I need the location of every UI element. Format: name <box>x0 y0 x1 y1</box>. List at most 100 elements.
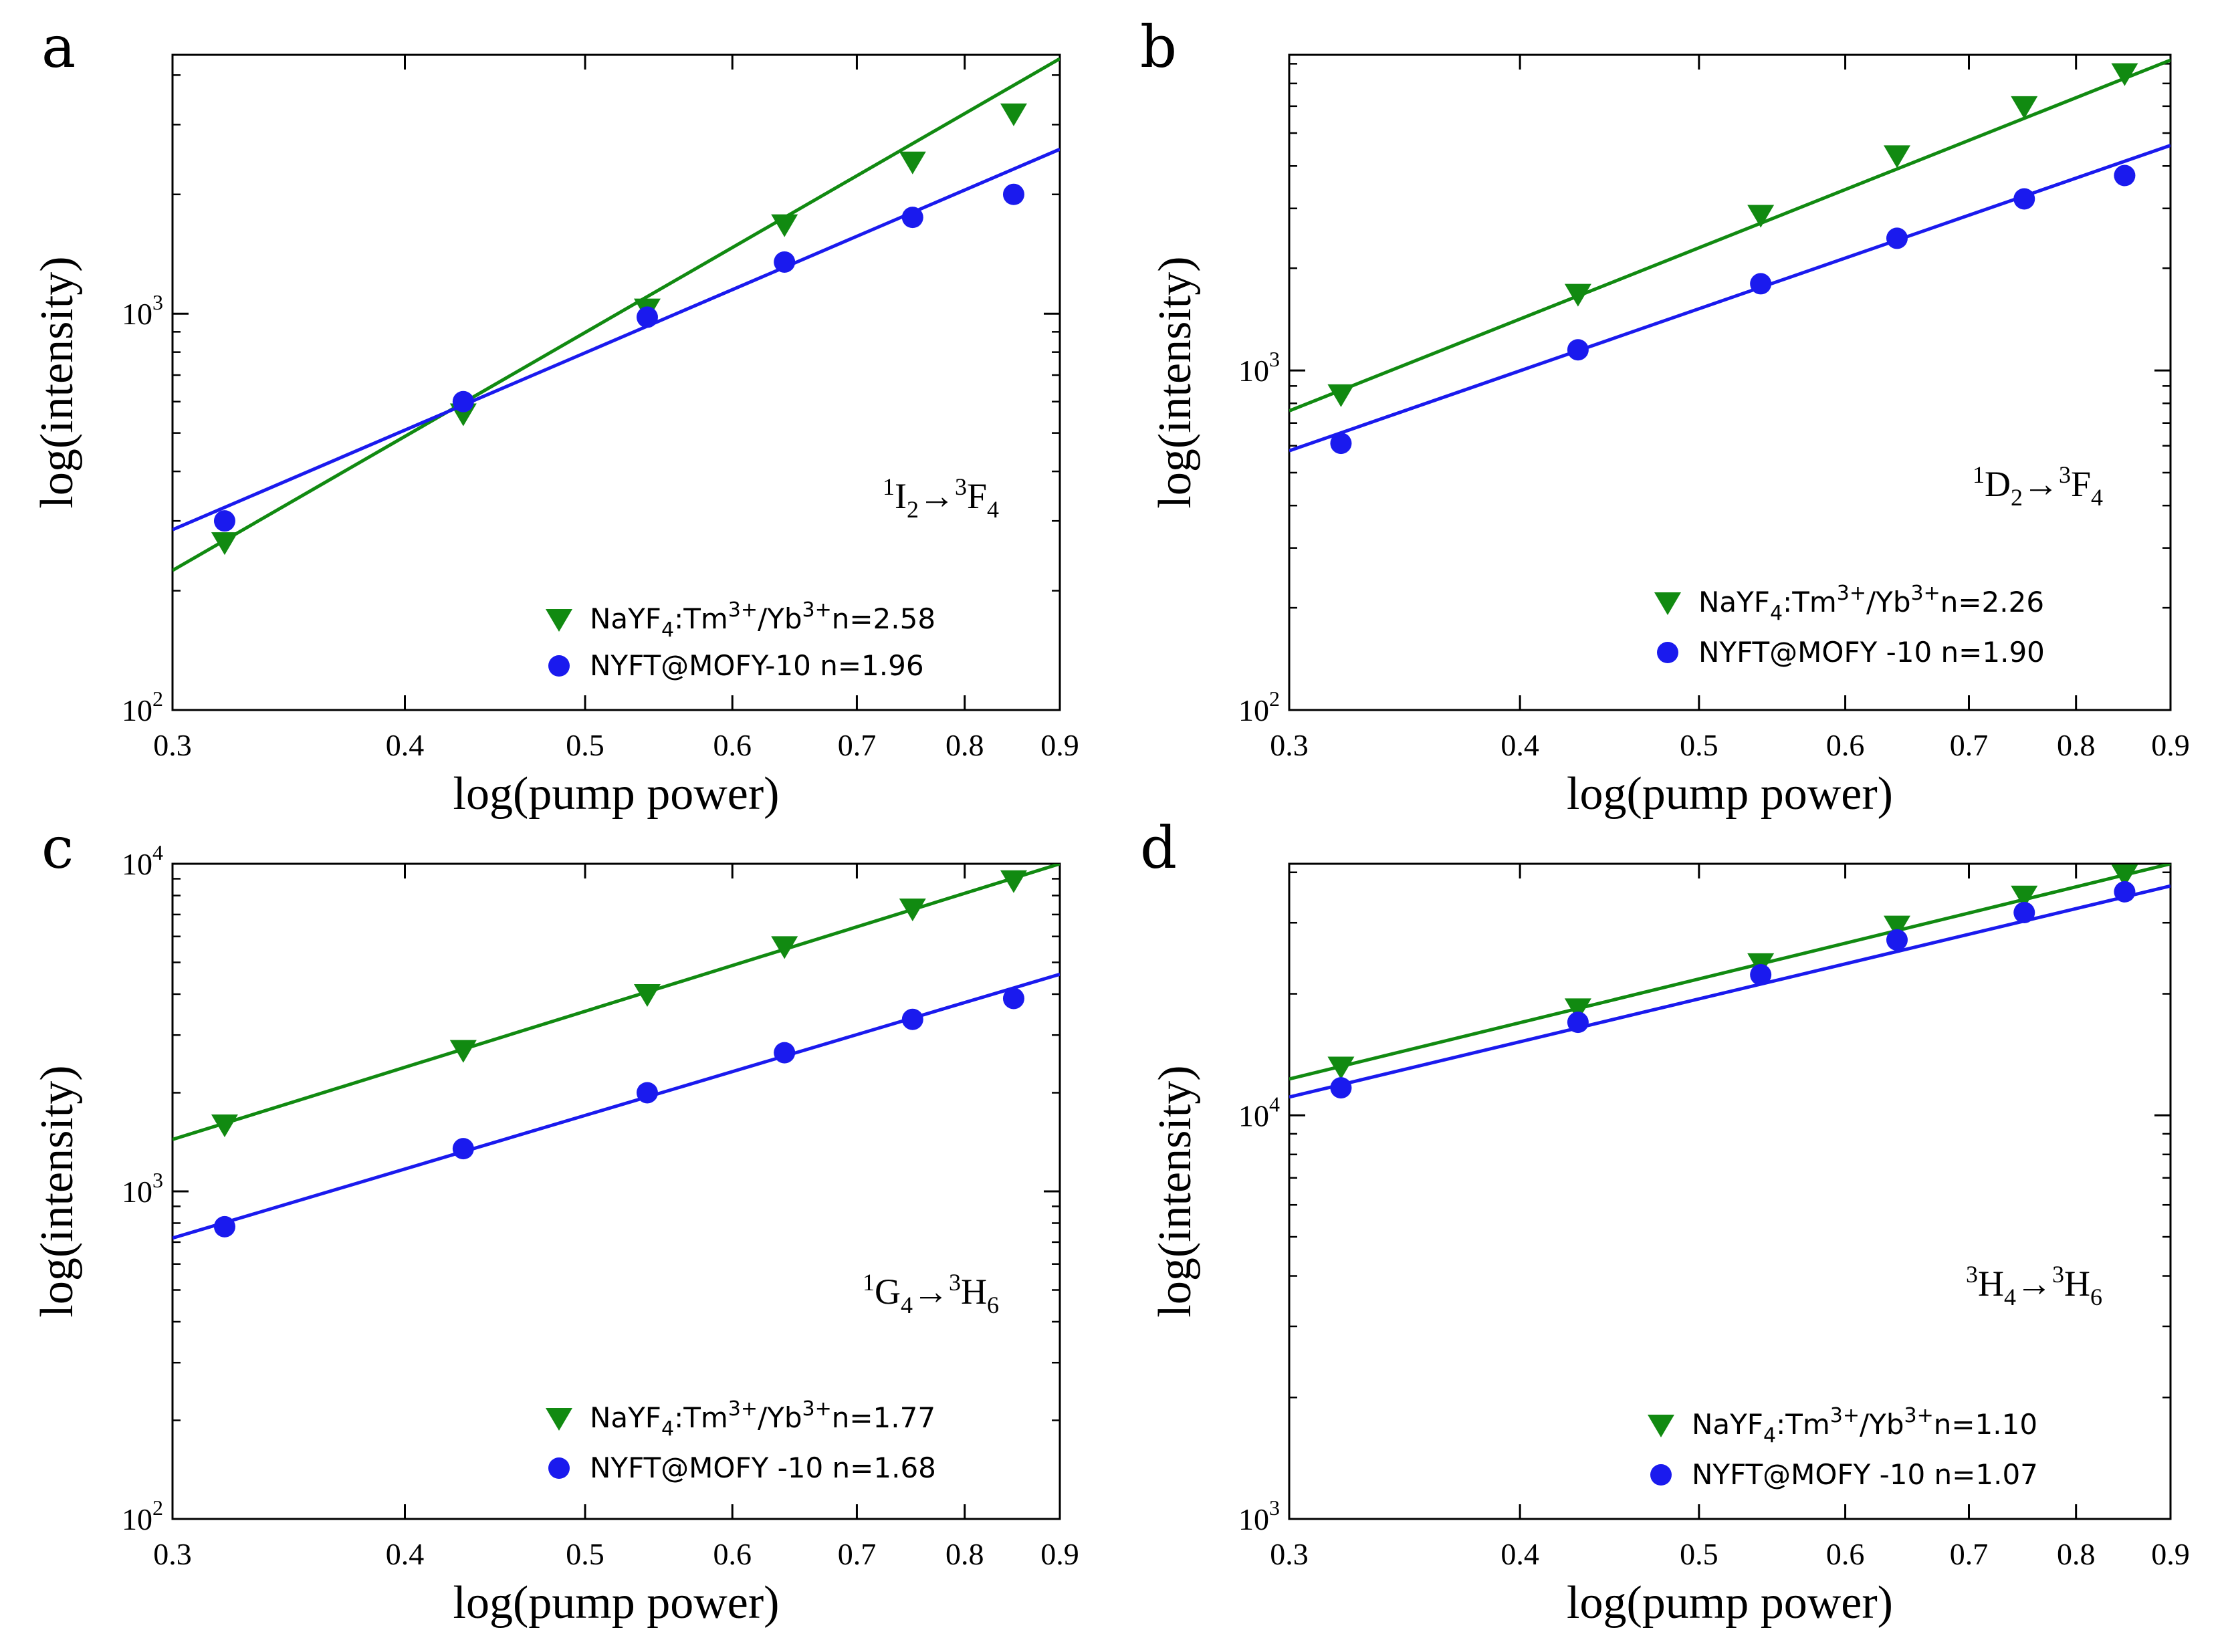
data-point <box>1564 998 1591 1022</box>
data-point <box>1567 1012 1589 1034</box>
panel-c: c 0.3 0.4 0.5 0.6 0.7 0.8 0.9 102 103 104 log(pump … <box>31 815 1079 1629</box>
data-point <box>1327 1056 1355 1080</box>
data-point <box>774 1042 796 1064</box>
panel-a: a 0.3 0.4 0.5 0.6 0.7 0.8 0.9 102 103 log(pump pow… <box>31 14 1079 820</box>
data-point <box>2111 63 2138 86</box>
data-point <box>452 390 474 412</box>
data-point <box>771 214 798 237</box>
data-point <box>636 1082 658 1104</box>
legend: NaYF4:Tm3+/Yb3+n=1.10 NYFT@MOFY -10 n=1.0… <box>1648 1404 2038 1491</box>
x-tick-label: 0.5 <box>1680 1537 1718 1571</box>
data-point <box>1883 915 1910 939</box>
data-point <box>1330 1077 1352 1099</box>
y-tick-label: 103 <box>122 1168 163 1209</box>
data-point <box>211 1114 238 1137</box>
x-tick-label: 0.9 <box>2151 1537 2190 1571</box>
y-axis-label: log(intensity) <box>31 256 83 508</box>
data-point <box>1000 870 1027 893</box>
data-point <box>2111 864 2138 888</box>
data-point <box>1564 283 1591 307</box>
x-tick-label: 0.6 <box>713 1537 752 1571</box>
data-point <box>1567 339 1589 361</box>
y-tick-label: 103 <box>122 290 163 331</box>
legend-marker <box>546 1408 572 1431</box>
data-point <box>2011 885 2038 909</box>
data-point <box>1750 963 1772 985</box>
y-tick-label: 103 <box>1238 1496 1280 1536</box>
x-tick-label: 0.5 <box>1680 728 1718 762</box>
data-point <box>1000 103 1027 126</box>
series-nyft-mofy <box>1289 144 2171 455</box>
x-tick-label: 0.3 <box>153 1537 192 1571</box>
y-tick-label: 102 <box>122 1496 163 1536</box>
fit-line <box>173 864 1060 1141</box>
x-tick-label: 0.6 <box>1826 728 1865 762</box>
panel-letter: b <box>1140 14 1177 81</box>
data-point <box>771 936 798 959</box>
fit-line <box>1289 144 2171 453</box>
data-point <box>899 898 926 921</box>
x-tick-label: 0.4 <box>386 728 425 762</box>
y-axis-label: log(intensity) <box>1149 1065 1201 1317</box>
legend-marker <box>1657 642 1678 663</box>
legend-marker <box>548 655 570 677</box>
legend-label: NYFT@MOFY -10 n=1.07 <box>1692 1458 2038 1491</box>
y-tick-label: 103 <box>1238 347 1280 388</box>
x-tick-label: 0.4 <box>1500 1537 1539 1571</box>
x-tick-label: 0.4 <box>1500 728 1539 762</box>
x-tick-label: 0.7 <box>1950 728 1989 762</box>
legend-marker <box>548 1457 570 1479</box>
x-tick-label: 0.5 <box>566 1537 604 1571</box>
plot-frame <box>171 53 1061 711</box>
data-point <box>1327 384 1355 407</box>
x-tick-label: 0.7 <box>838 1537 877 1571</box>
data-point <box>211 532 238 556</box>
x-tick-label: 0.8 <box>2057 728 2096 762</box>
legend-label: NYFT@MOFY -10 n=1.90 <box>1698 636 2045 669</box>
x-axis-label: log(pump power) <box>453 768 780 820</box>
legend-marker <box>546 609 572 632</box>
transition-label: 3H4→3H6 <box>1966 1261 2102 1310</box>
x-tick-label: 0.3 <box>1270 728 1309 762</box>
fit-line <box>173 57 1060 572</box>
data-point <box>1886 929 1908 951</box>
x-tick-label: 0.4 <box>386 1537 425 1571</box>
x-tick-label: 0.3 <box>1270 1537 1309 1571</box>
series-nyft-mofy <box>173 147 1060 532</box>
transition-label: 1I2→3F4 <box>883 473 999 523</box>
x-axis-label: log(pump power) <box>1567 1577 1893 1629</box>
x-axis-label: log(pump power) <box>453 1577 780 1629</box>
series-nyft-mofy <box>173 972 1060 1240</box>
panel-letter: a <box>41 14 76 81</box>
legend: NaYF4:Tm3+/Yb3+n=2.58 NYFT@MOFY-10 n=1.96 <box>546 598 935 682</box>
x-tick-label: 0.6 <box>713 728 752 762</box>
data-point <box>213 1215 235 1237</box>
x-axis-label: log(pump power) <box>1567 768 1893 820</box>
legend-label: NYFT@MOFY -10 n=1.68 <box>590 1451 936 1484</box>
data-point <box>899 151 926 174</box>
data-point <box>1002 183 1024 205</box>
data-point <box>1883 145 1910 168</box>
y-tick-label: 104 <box>1238 1092 1280 1133</box>
data-point <box>2013 188 2035 210</box>
data-point <box>2013 901 2035 923</box>
series-nayf4 <box>1289 58 2171 412</box>
data-point <box>901 1008 923 1030</box>
data-point <box>2114 880 2136 903</box>
legend-marker <box>1650 1464 1672 1486</box>
x-tick-label: 0.9 <box>1040 1537 1079 1571</box>
legend-label: NaYF4:Tm3+/Yb3+n=1.10 <box>1692 1404 2037 1447</box>
legend: NaYF4:Tm3+/Yb3+n=2.26 NYFT@MOFY -10 n=1.9… <box>1654 582 2045 669</box>
fit-line <box>1289 884 2171 1099</box>
panel-letter: d <box>1140 815 1177 882</box>
data-point <box>452 1138 474 1160</box>
plot-frame <box>1288 53 2172 711</box>
data-point <box>901 207 923 229</box>
data-point <box>213 510 235 532</box>
data-point <box>633 983 661 1007</box>
series-nayf4 <box>173 864 1060 1141</box>
x-tick-label: 0.8 <box>2057 1537 2096 1571</box>
transition-label: 1G4→3H6 <box>863 1269 999 1318</box>
y-axis-label: log(intensity) <box>1149 256 1201 508</box>
